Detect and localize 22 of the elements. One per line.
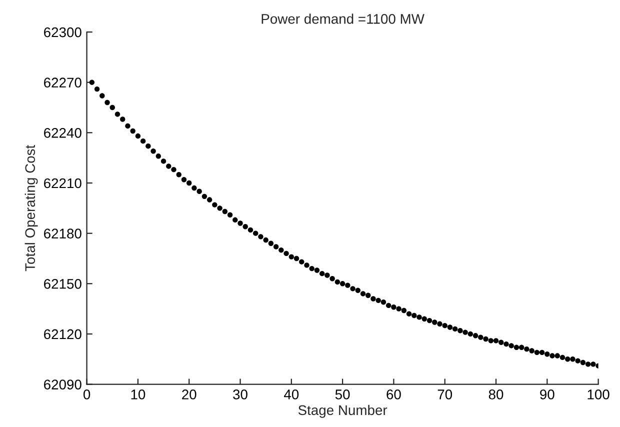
x-tick-label: 100 [588, 390, 610, 400]
x-axis-title: Stage Number [298, 404, 388, 418]
y-axis-title: Total Operating Cost [24, 144, 38, 272]
x-tick-label: 20 [182, 390, 196, 400]
y-tick-label: 62180 [44, 228, 82, 238]
y-tick-label: 62300 [44, 27, 82, 38]
y-tick-label: 62240 [44, 128, 82, 138]
x-tick-label: 0 [83, 390, 90, 400]
y-tick-label: 62150 [44, 278, 82, 289]
y-tick-label: 62090 [44, 380, 82, 390]
y-tick-label: 62270 [44, 78, 82, 88]
chart-title: Power demand =1100 MW [262, 14, 424, 24]
x-tick-label: 90 [540, 390, 554, 400]
x-tick-label: 80 [488, 390, 504, 400]
x-tick-label: 60 [386, 390, 401, 400]
x-tick-label: 50 [335, 390, 350, 400]
y-tick-label: 62120 [44, 329, 82, 340]
x-tick-label: 40 [284, 390, 299, 400]
y-tick-label: 62210 [44, 178, 82, 188]
x-tick-label: 70 [438, 390, 452, 400]
x-tick-label: 30 [233, 390, 248, 400]
x-tick-label: 10 [131, 390, 146, 400]
